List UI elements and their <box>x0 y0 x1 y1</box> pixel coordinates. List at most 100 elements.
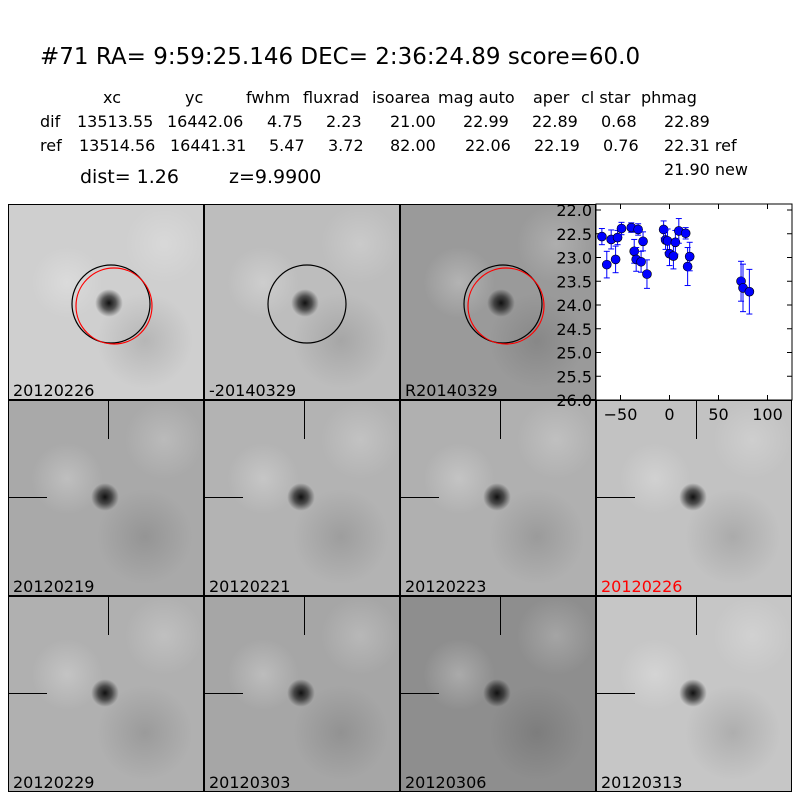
panel-date-label: 20120306 <box>405 773 487 792</box>
panel-date-label: 20120219 <box>13 577 95 596</box>
source-blob <box>679 483 707 511</box>
data-point <box>597 231 607 242</box>
column-header: isoarea <box>372 88 431 107</box>
source-blob <box>287 483 315 511</box>
black-aperture-circle <box>71 264 151 344</box>
table-cell: 22.89 <box>664 112 710 131</box>
cutout-panel: R20140329 <box>400 204 596 400</box>
data-point <box>636 256 646 267</box>
y-tick-label: 23.5 <box>556 272 592 291</box>
source-blob <box>291 289 319 317</box>
data-point <box>668 251 679 261</box>
table-cell: 3.72 <box>328 136 364 155</box>
cutout-panel: 20120306 <box>400 596 596 792</box>
data-point <box>616 223 627 234</box>
aperture-circles <box>463 264 545 345</box>
source-blob <box>483 679 511 707</box>
data-point <box>684 251 695 262</box>
data-point <box>633 224 643 235</box>
cutout-panel: 20120226 <box>596 400 792 596</box>
black-aperture-circle <box>267 264 347 344</box>
data-point <box>744 286 755 297</box>
aperture-circles <box>71 264 153 345</box>
crosshair-vertical <box>500 597 501 635</box>
column-header: xc <box>103 88 121 107</box>
crosshair-horizontal <box>9 497 47 498</box>
x-tick-label: −50 <box>604 405 638 424</box>
column-header: cl star <box>581 88 631 107</box>
column-header: fluxrad <box>303 88 360 107</box>
data-point <box>610 254 621 265</box>
source-blob <box>679 679 707 707</box>
y-tick-label: 26.0 <box>556 391 592 410</box>
y-tick-label: 22.5 <box>556 225 592 244</box>
cutout-panel: 20120223 <box>400 400 596 596</box>
cutout-panel: 20120313 <box>596 596 792 792</box>
data-point <box>612 232 623 243</box>
x-tick-label: 0 <box>664 405 674 424</box>
column-header: fwhm <box>246 88 291 107</box>
table-cell: 22.99 <box>463 112 509 131</box>
cutout-panel: 20120226 <box>8 204 204 400</box>
y-tick-label: 25.5 <box>556 367 592 386</box>
table-cell: 13513.55 <box>77 112 154 131</box>
cutout-panel: 20120229 <box>8 596 204 792</box>
crosshair-vertical <box>304 401 305 439</box>
table-cell: 0.68 <box>601 112 637 131</box>
y-tick-label: 24.0 <box>556 296 592 315</box>
source-blob <box>287 679 315 707</box>
figure-title: #71 RA= 9:59:25.146 DEC= 2:36:24.89 scor… <box>40 44 641 70</box>
table-cell: 22.06 <box>465 136 511 155</box>
table-cell: 22.31 ref <box>664 136 737 155</box>
x-tick-label: 50 <box>708 405 728 424</box>
plot-area <box>595 203 793 401</box>
data-point <box>662 236 673 246</box>
table-cell: 0.76 <box>603 136 639 155</box>
panel-date-label: 20120303 <box>209 773 291 792</box>
data-point <box>638 236 648 247</box>
crosshair-horizontal <box>205 693 243 694</box>
dist-value: dist= 1.26 <box>80 166 179 188</box>
panel-date-label: -20140329 <box>209 381 297 400</box>
crosshair-vertical <box>696 597 697 635</box>
crosshair-vertical <box>500 401 501 439</box>
crosshair-horizontal <box>9 693 47 694</box>
table-cell: 13514.56 <box>79 136 156 155</box>
crosshair-vertical <box>696 401 697 439</box>
y-tick-label: 23.0 <box>556 249 592 268</box>
phmag-new: 21.90 new <box>664 160 748 179</box>
crosshair-horizontal <box>205 497 243 498</box>
red-aperture-circle <box>467 267 545 345</box>
y-tick-label: 22.0 <box>556 201 592 220</box>
panel-date-label: 20120226 <box>601 577 683 596</box>
cutout-panel: 20120219 <box>8 400 204 596</box>
table-cell: 4.75 <box>267 112 303 131</box>
cutout-panel: 20120221 <box>204 400 400 596</box>
cutout-panel: -20140329 <box>204 204 400 400</box>
table-cell: 5.47 <box>269 136 305 155</box>
column-header: mag auto <box>438 88 515 107</box>
source-blob <box>91 483 119 511</box>
source-blob <box>95 289 123 317</box>
crosshair-vertical <box>108 401 109 439</box>
z-value: z=9.9900 <box>229 166 322 188</box>
source-blob <box>91 679 119 707</box>
crosshair-vertical <box>108 597 109 635</box>
crosshair-horizontal <box>401 497 439 498</box>
panel-date-label: 20120226 <box>13 381 95 400</box>
source-blob <box>487 289 515 317</box>
column-header: aper <box>533 88 570 107</box>
panel-date-label: 20120313 <box>601 773 683 792</box>
column-header: phmag <box>641 88 697 107</box>
data-point <box>670 237 681 248</box>
data-point <box>642 269 652 279</box>
table-cell: 22.89 <box>532 112 578 131</box>
panel-date-label: 20120221 <box>209 577 291 596</box>
data-point <box>682 261 693 272</box>
y-tick-label: 25.0 <box>556 344 592 363</box>
table-cell: 16441.31 <box>170 136 247 155</box>
cutout-panel: 20120303 <box>204 596 400 792</box>
x-tick-label: 100 <box>752 405 783 424</box>
crosshair-horizontal <box>597 497 635 498</box>
